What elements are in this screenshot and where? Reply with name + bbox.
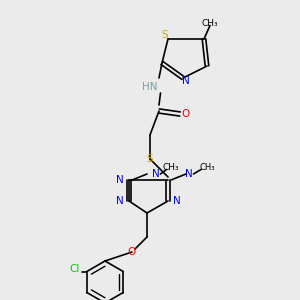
Text: N: N [152, 169, 160, 179]
Text: N: N [116, 196, 124, 206]
Text: O: O [128, 247, 136, 257]
Text: O: O [182, 109, 190, 119]
Text: CH₃: CH₃ [202, 20, 218, 28]
Text: CH₃: CH₃ [199, 164, 215, 172]
Text: S: S [147, 154, 153, 164]
Text: N: N [185, 169, 193, 179]
Text: S: S [162, 29, 168, 40]
Text: HN: HN [142, 82, 158, 92]
Text: N: N [173, 196, 181, 206]
Text: N: N [116, 175, 124, 185]
Text: CH₃: CH₃ [163, 164, 179, 172]
Text: N: N [182, 76, 190, 86]
Text: Cl: Cl [70, 263, 80, 274]
